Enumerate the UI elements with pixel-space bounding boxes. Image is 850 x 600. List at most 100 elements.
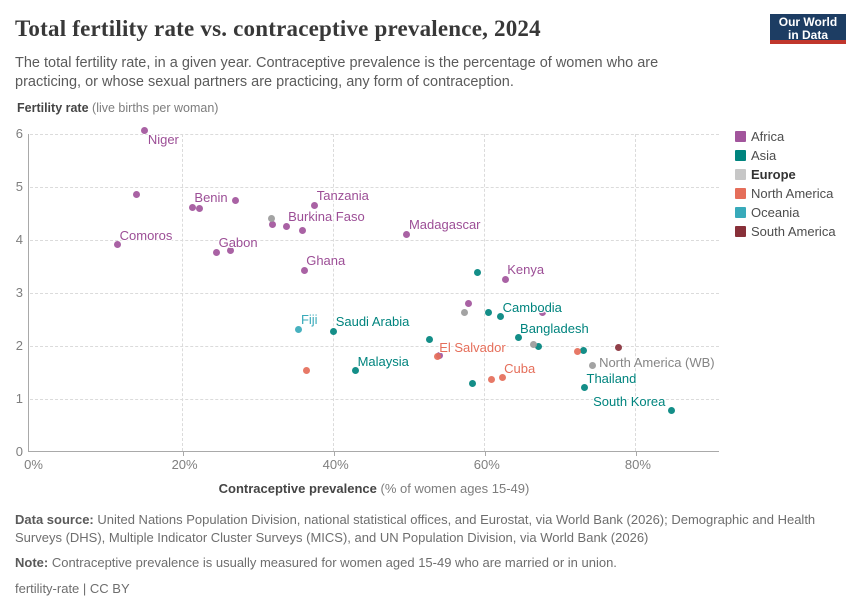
- data-point[interactable]: [539, 308, 547, 316]
- data-point-madagascar[interactable]: [403, 230, 411, 238]
- note-text: Note: Contraceptive prevalence is usuall…: [15, 555, 617, 570]
- data-point-cuba[interactable]: [498, 374, 506, 382]
- data-point[interactable]: [574, 347, 582, 355]
- point-label-fiji: Fiji: [300, 312, 318, 328]
- point-label-south-korea: South Korea: [593, 394, 666, 410]
- x-gridline: [484, 134, 486, 451]
- data-point[interactable]: [534, 343, 542, 351]
- data-point-thailand[interactable]: [581, 384, 589, 392]
- data-point-fiji[interactable]: [295, 325, 303, 333]
- data-point-south-korea[interactable]: [667, 406, 675, 414]
- x-axis-title-bold: Contraceptive prevalence: [218, 481, 377, 496]
- y-gridline: [30, 186, 719, 188]
- x-axis-tick: [484, 452, 486, 456]
- page-title: Total fertility rate vs. contraceptive p…: [15, 16, 541, 41]
- data-point[interactable]: [426, 335, 434, 343]
- point-label-kenya: Kenya: [507, 262, 545, 278]
- data-point-benin[interactable]: [188, 203, 196, 211]
- data-point[interactable]: [460, 308, 468, 316]
- y-gridline: [30, 398, 719, 400]
- point-label-comoros: Comoros: [119, 227, 173, 243]
- point-label-niger: Niger: [147, 132, 179, 148]
- point-label-burkina-faso: Burkina Faso: [288, 209, 365, 225]
- data-point-niger[interactable]: [141, 126, 149, 134]
- point-label-gabon: Gabon: [218, 235, 258, 251]
- legend-swatch: [735, 131, 746, 142]
- legend-label: Europe: [751, 167, 796, 182]
- point-label-el-salvador: El Salvador: [439, 339, 506, 355]
- owid-logo[interactable]: Our World in Data: [770, 14, 846, 44]
- legend-label: Africa: [751, 129, 785, 144]
- data-point-comoros[interactable]: [114, 241, 122, 249]
- data-point-cambodia[interactable]: [497, 313, 505, 321]
- y-tick-label: 0: [15, 444, 23, 459]
- data-point[interactable]: [195, 204, 203, 212]
- data-point[interactable]: [485, 308, 493, 316]
- data-point[interactable]: [303, 367, 310, 375]
- data-point-malaysia[interactable]: [352, 367, 360, 375]
- legend-swatch: [735, 150, 746, 161]
- data-point[interactable]: [133, 191, 140, 199]
- data-point[interactable]: [268, 214, 276, 222]
- data-point[interactable]: [231, 196, 239, 204]
- x-axis-tick: [182, 452, 184, 456]
- y-gridline: [30, 292, 719, 294]
- data-point[interactable]: [269, 220, 276, 228]
- x-gridline: [333, 134, 335, 451]
- point-label-benin: Benin: [194, 190, 228, 206]
- legend-label: North America: [751, 186, 834, 201]
- x-tick-label: 40%: [322, 457, 349, 472]
- y-gridline: [30, 133, 719, 135]
- point-label-north-america-wb-: North America (WB): [599, 355, 715, 371]
- chart-subtitle: The total fertility rate, in a given yea…: [15, 55, 659, 90]
- data-point[interactable]: [469, 379, 477, 387]
- data-point-saudi-arabia[interactable]: [330, 327, 338, 335]
- footer: Data source: United Nations Population D…: [15, 511, 839, 598]
- legend-label: Oceania: [751, 205, 800, 220]
- data-point-bangladesh[interactable]: [514, 334, 522, 342]
- legend-label: Asia: [751, 148, 777, 163]
- data-point[interactable]: [615, 344, 623, 352]
- data-point-north-america-wb-[interactable]: [588, 361, 596, 369]
- legend-swatch: [735, 169, 746, 180]
- plot-area: Contraceptive prevalence (% of women age…: [16, 127, 719, 496]
- x-axis-tick: [333, 452, 335, 456]
- x-tick-label: 60%: [473, 457, 500, 472]
- data-point[interactable]: [465, 299, 473, 307]
- point-label-cambodia: Cambodia: [502, 299, 562, 315]
- y-tick-label: 1: [15, 391, 23, 406]
- data-point-gabon[interactable]: [213, 248, 221, 256]
- y-axis-title-rest: (live births per woman): [88, 101, 219, 115]
- x-tick-label: 0%: [24, 457, 43, 472]
- y-axis-title-bold: Fertility rate: [17, 101, 89, 115]
- point-label-thailand: Thailand: [586, 370, 637, 386]
- x-gridline: [182, 134, 184, 451]
- y-axis-title: Fertility rate (live births per woman): [17, 101, 218, 115]
- data-point-tanzania[interactable]: [311, 201, 319, 209]
- data-point[interactable]: [299, 226, 307, 234]
- point-label-ghana: Ghana: [306, 253, 346, 269]
- data-point[interactable]: [580, 346, 588, 354]
- owid-logo-line1: Our World: [778, 15, 838, 29]
- x-axis-title: Contraceptive prevalence (% of women age…: [29, 481, 719, 496]
- y-gridline: [30, 345, 719, 347]
- data-point-ghana[interactable]: [300, 266, 308, 274]
- point-label-malaysia: Malaysia: [357, 353, 409, 369]
- data-point-burkina-faso[interactable]: [282, 222, 290, 230]
- license-text: fertility-rate | CC BY: [15, 581, 130, 596]
- point-label-cuba: Cuba: [504, 360, 536, 376]
- y-gridline: [30, 239, 719, 241]
- data-point-kenya[interactable]: [501, 275, 509, 283]
- data-point[interactable]: [473, 269, 481, 277]
- y-tick-label: 2: [15, 338, 23, 353]
- data-point[interactable]: [227, 247, 235, 255]
- data-point[interactable]: [530, 340, 538, 348]
- x-axis-tick: [635, 452, 637, 456]
- point-label-bangladesh: Bangladesh: [520, 320, 589, 336]
- data-point-el-salvador[interactable]: [433, 353, 441, 361]
- data-point[interactable]: [488, 376, 496, 384]
- y-tick-label: 6: [15, 126, 23, 141]
- owid-logo-line2: in Data: [787, 28, 828, 42]
- y-tick-label: 3: [15, 285, 23, 300]
